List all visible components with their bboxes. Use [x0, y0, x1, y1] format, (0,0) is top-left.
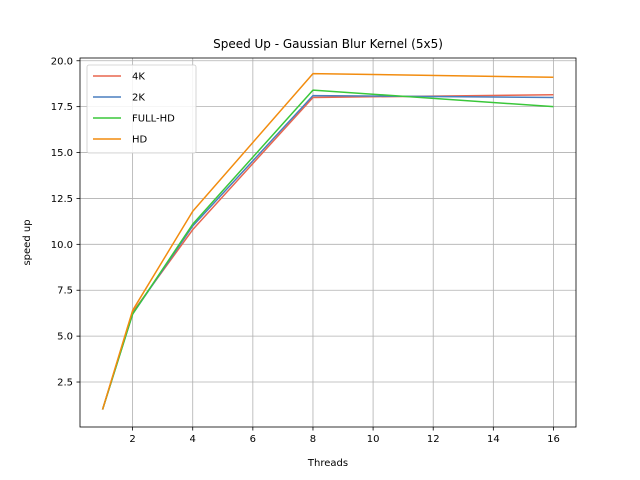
- y-tick-label: 17.5: [51, 102, 73, 113]
- x-tick-label: 10: [367, 434, 380, 445]
- y-tick-label: 7.5: [57, 286, 73, 297]
- y-tick-label: 2.5: [57, 378, 73, 389]
- x-tick-label: 8: [310, 434, 316, 445]
- y-tick-label: 15.0: [51, 148, 73, 159]
- y-tick-label: 20.0: [51, 56, 73, 67]
- y-tick-label: 12.5: [51, 194, 73, 205]
- series-line-3: [101, 72, 554, 410]
- x-tick-label: 4: [190, 434, 196, 445]
- grid: [80, 58, 576, 427]
- x-tick-label: 2: [129, 434, 135, 445]
- legend-label: 2K: [132, 93, 145, 104]
- x-axis-label: Threads: [307, 458, 348, 469]
- axis-ticks: 2 4 6 8 10 12 14 16 2.5 5.0 7.5 10.0 12.5 15.0 17.5 20.…: [51, 56, 560, 445]
- x-tick-label: 6: [250, 434, 256, 445]
- legend: 4K 2K FULL-HD HD: [86, 64, 197, 154]
- x-tick-label: 12: [427, 434, 440, 445]
- y-axis-label: speed up: [22, 219, 33, 265]
- x-tick-label: 16: [547, 434, 560, 445]
- x-tick-label: 14: [487, 434, 500, 445]
- legend-label: HD: [132, 135, 148, 146]
- y-tick-label: 5.0: [57, 332, 73, 343]
- legend-label: 4K: [132, 72, 145, 83]
- plot-lines: [101, 72, 554, 410]
- chart-title: Speed Up - Gaussian Blur Kernel (5x5): [213, 37, 443, 51]
- plot-area-frame: [79, 57, 577, 428]
- legend-label: FULL-HD: [132, 114, 175, 125]
- legend-box: [86, 64, 197, 154]
- y-tick-label: 10.0: [51, 240, 73, 251]
